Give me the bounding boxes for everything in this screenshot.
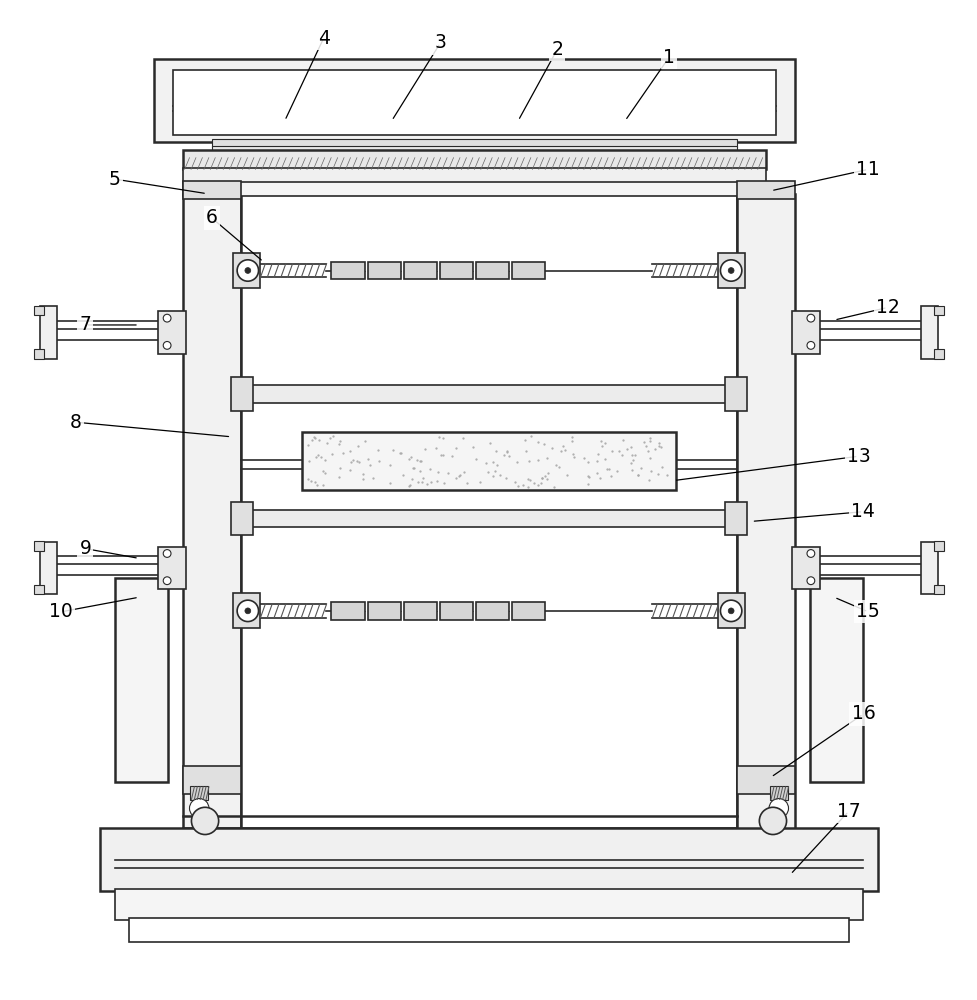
Circle shape	[163, 577, 171, 585]
Circle shape	[244, 608, 250, 614]
Bar	[158, 311, 186, 354]
Bar	[737, 766, 794, 794]
Bar	[933, 349, 943, 359]
Bar	[34, 306, 44, 315]
Text: 7: 7	[79, 315, 91, 334]
Bar	[512, 262, 545, 279]
Bar	[512, 602, 545, 620]
Bar	[476, 262, 509, 279]
Text: 10: 10	[49, 602, 73, 621]
Text: 13: 13	[846, 447, 870, 466]
Circle shape	[720, 600, 742, 622]
Text: 12: 12	[875, 298, 899, 317]
Bar	[933, 585, 943, 594]
Bar	[368, 262, 402, 279]
Text: 3: 3	[434, 33, 446, 52]
Bar	[809, 578, 863, 782]
Circle shape	[806, 577, 814, 585]
Text: 11: 11	[856, 160, 879, 179]
Bar	[933, 541, 943, 551]
Circle shape	[163, 314, 171, 322]
Bar	[404, 602, 437, 620]
Bar	[240, 510, 737, 527]
Bar	[368, 602, 402, 620]
Bar	[40, 306, 58, 359]
Bar	[34, 585, 44, 594]
Circle shape	[720, 260, 742, 281]
Bar	[34, 349, 44, 359]
Bar	[114, 889, 863, 920]
Bar	[476, 602, 509, 620]
Bar	[302, 432, 675, 490]
Text: 15: 15	[856, 602, 879, 621]
Circle shape	[236, 600, 258, 622]
Bar	[717, 253, 744, 288]
Bar	[240, 385, 737, 403]
Circle shape	[806, 550, 814, 557]
Bar	[158, 547, 186, 589]
Circle shape	[728, 268, 734, 273]
Circle shape	[806, 314, 814, 322]
Bar	[233, 253, 260, 288]
Text: 8: 8	[69, 413, 81, 432]
Text: 16: 16	[851, 704, 874, 723]
Text: 9: 9	[79, 539, 91, 558]
Bar	[737, 181, 794, 199]
Bar	[183, 150, 765, 169]
Bar	[183, 194, 240, 894]
Text: 4: 4	[318, 29, 329, 48]
Bar	[34, 541, 44, 551]
Circle shape	[190, 799, 209, 818]
Circle shape	[236, 260, 258, 281]
Circle shape	[244, 268, 250, 273]
Bar	[40, 542, 58, 594]
Bar	[183, 766, 240, 794]
Bar	[791, 547, 819, 589]
Text: 1: 1	[662, 48, 674, 67]
Text: 14: 14	[851, 502, 874, 521]
Text: 5: 5	[108, 170, 120, 189]
Bar	[440, 602, 473, 620]
Bar	[233, 593, 260, 628]
Bar	[183, 182, 765, 196]
Bar	[114, 578, 168, 782]
Bar	[737, 194, 794, 894]
Bar	[919, 542, 937, 594]
Circle shape	[163, 550, 171, 557]
Circle shape	[191, 807, 219, 835]
Circle shape	[163, 341, 171, 349]
Bar	[212, 139, 737, 147]
Bar	[331, 602, 364, 620]
Bar	[129, 918, 848, 942]
Bar	[919, 306, 937, 359]
Bar	[791, 311, 819, 354]
Text: 2: 2	[551, 40, 563, 59]
Bar	[717, 593, 744, 628]
Bar	[153, 59, 794, 142]
Bar	[212, 146, 737, 154]
Bar	[191, 786, 208, 800]
Bar	[933, 306, 943, 315]
Bar	[725, 502, 745, 535]
Bar	[232, 377, 252, 411]
Bar	[183, 168, 765, 183]
Bar	[173, 70, 775, 135]
Circle shape	[758, 807, 786, 835]
Bar	[725, 377, 745, 411]
Bar	[232, 502, 252, 535]
Bar	[100, 828, 877, 891]
Circle shape	[768, 799, 787, 818]
Text: 6: 6	[206, 208, 218, 227]
Bar	[331, 262, 364, 279]
Circle shape	[806, 341, 814, 349]
Bar	[404, 262, 437, 279]
Bar	[440, 262, 473, 279]
Text: 17: 17	[836, 802, 860, 821]
Bar	[769, 786, 786, 800]
Bar	[183, 181, 240, 199]
Circle shape	[728, 608, 734, 614]
